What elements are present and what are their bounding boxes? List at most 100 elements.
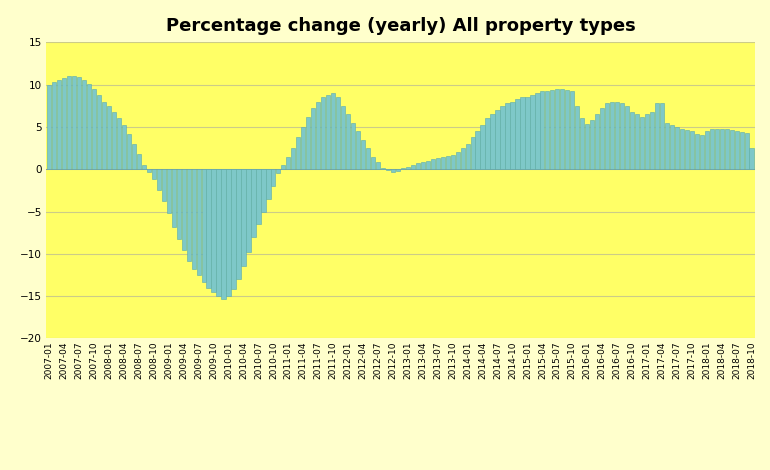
Bar [241,169,246,266]
Bar [376,163,380,169]
Bar [122,125,126,169]
Bar [172,169,176,227]
Bar [351,123,355,169]
Bar [226,169,231,296]
Bar [436,158,440,169]
Bar [291,148,296,169]
Bar [206,169,211,288]
Bar [660,103,664,169]
Bar [156,169,161,190]
Bar [62,78,66,169]
Bar [386,169,390,170]
Bar [57,79,62,169]
Bar [92,89,96,169]
Bar [261,169,266,212]
Bar [216,169,221,296]
Bar [505,103,510,169]
Bar [630,112,634,169]
Bar [316,102,320,169]
Bar [331,93,335,169]
Bar [705,131,709,169]
Bar [336,97,340,169]
Bar [112,112,116,169]
Bar [326,95,330,169]
Bar [565,90,569,169]
Bar [480,125,485,169]
Bar [212,169,216,292]
Bar [142,165,146,169]
Bar [605,103,609,169]
Bar [321,97,325,169]
Bar [137,154,141,169]
Bar [47,85,52,169]
Bar [570,91,574,169]
Bar [695,133,699,169]
Title: Percentage change (yearly) All property types: Percentage change (yearly) All property … [166,17,635,35]
Bar [281,165,286,169]
Bar [202,169,206,282]
Bar [551,90,554,169]
Bar [450,155,455,169]
Bar [715,129,719,169]
Bar [665,123,669,169]
Bar [625,106,629,169]
Bar [406,167,410,169]
Bar [610,102,614,169]
Bar [485,118,490,169]
Bar [515,99,520,169]
Bar [251,169,256,237]
Bar [271,169,276,186]
Bar [286,157,290,169]
Bar [361,140,365,169]
Bar [87,84,91,169]
Bar [531,95,534,169]
Bar [535,93,540,169]
Bar [620,103,624,169]
Bar [470,137,475,169]
Bar [400,168,405,169]
Bar [396,169,400,171]
Bar [222,169,226,298]
Bar [490,114,494,169]
Bar [426,161,430,169]
Bar [739,132,744,169]
Bar [446,156,450,169]
Bar [232,169,236,290]
Bar [246,169,250,252]
Bar [675,127,679,169]
Bar [580,118,584,169]
Bar [391,169,395,172]
Bar [670,125,674,169]
Bar [511,102,514,169]
Bar [72,76,76,169]
Bar [176,169,181,239]
Bar [162,169,166,201]
Bar [615,102,619,169]
Bar [430,159,435,169]
Bar [725,129,729,169]
Bar [525,97,530,169]
Bar [585,125,589,169]
Bar [460,148,465,169]
Bar [381,167,385,169]
Bar [575,106,579,169]
Bar [301,127,306,169]
Bar [371,157,375,169]
Bar [440,157,445,169]
Bar [127,133,131,169]
Bar [710,129,714,169]
Bar [192,169,196,269]
Bar [700,135,704,169]
Bar [102,102,106,169]
Bar [147,169,151,172]
Bar [685,130,689,169]
Bar [420,163,425,169]
Bar [466,144,470,169]
Bar [416,163,420,169]
Bar [186,169,191,260]
Bar [561,89,564,169]
Bar [356,131,360,169]
Bar [595,114,599,169]
Bar [521,97,524,169]
Bar [410,165,415,169]
